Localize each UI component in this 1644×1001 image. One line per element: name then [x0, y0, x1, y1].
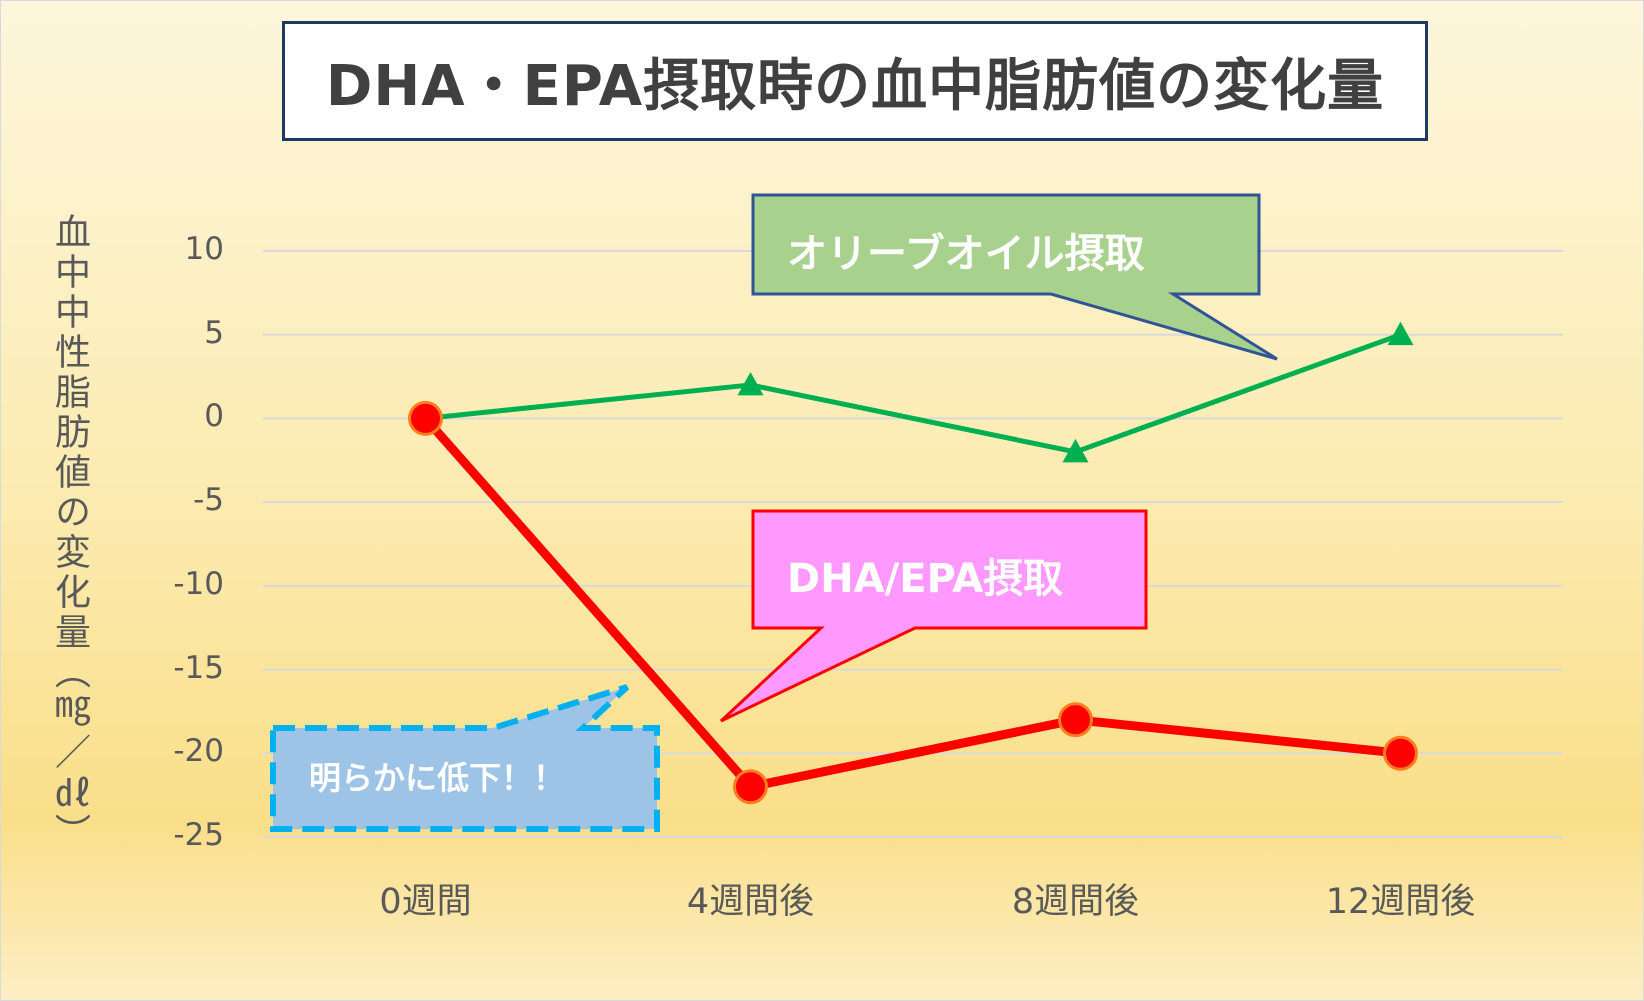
data-point-1-3 — [1383, 735, 1418, 771]
callout-dha-text: DHA/EPA摂取 — [787, 556, 1064, 602]
callout-note-text: 明らかに低下！！ — [309, 759, 566, 797]
y-tick-label: -5 — [193, 482, 224, 519]
series-layer — [408, 321, 1418, 805]
y-tick-label: 0 — [204, 398, 224, 435]
x-tick-label: 12週間後 — [1325, 882, 1476, 922]
data-point-1-1 — [733, 769, 768, 805]
x-tick-label: 0週間 — [379, 882, 472, 922]
series-line-0 — [425, 332, 1402, 455]
series-line-1 — [422, 415, 1401, 792]
callout-dha-box — [719, 509, 1148, 723]
y-axis-label: 血中中性脂肪値の変化量（㎎／㎗） — [49, 213, 90, 853]
callout-olive-text: オリーブオイル摂取 — [787, 231, 1145, 277]
chart-title: DHA・EPA摂取時の血中脂肪値の変化量 — [282, 21, 1428, 141]
callout-olive-box — [751, 193, 1278, 361]
data-point-0-3 — [1387, 321, 1414, 346]
data-point-0-1 — [737, 371, 764, 396]
x-tick-label: 4週間後 — [686, 882, 815, 922]
data-point-1-2 — [1058, 702, 1093, 738]
data-point-0-2 — [1062, 438, 1089, 463]
data-point-1-0 — [408, 400, 443, 436]
y-tick-label: -25 — [173, 817, 224, 853]
x-tick-label: 8週間後 — [1011, 882, 1140, 922]
y-tick-label: -15 — [173, 649, 224, 686]
callout-note-box — [270, 684, 660, 832]
y-tick-label: -10 — [173, 565, 224, 602]
y-tick-label: 5 — [204, 314, 224, 351]
y-tick-label: 10 — [184, 231, 224, 267]
y-tick-label: -20 — [173, 733, 224, 770]
